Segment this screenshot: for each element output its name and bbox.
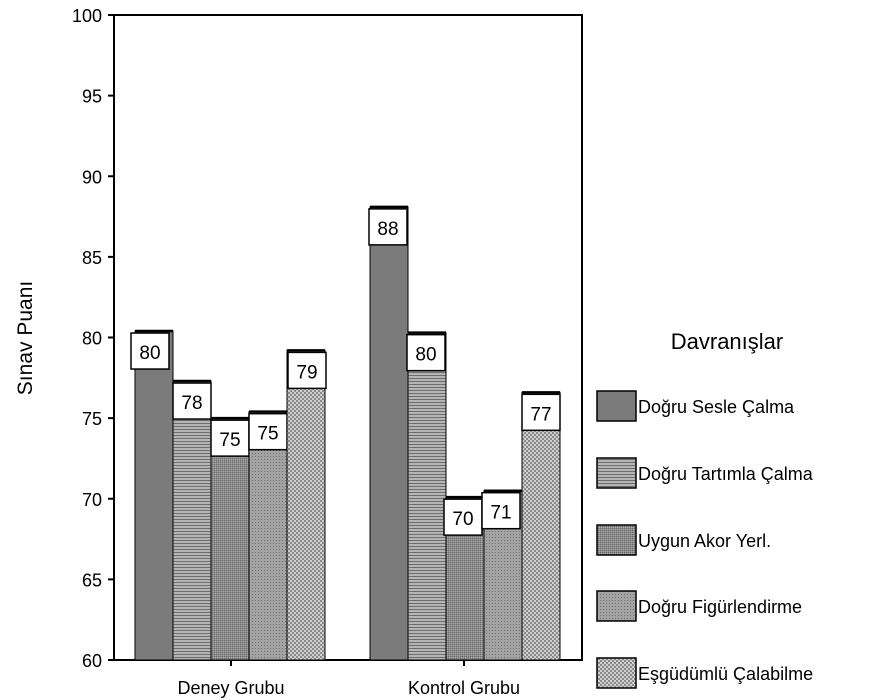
data-label-box	[287, 351, 327, 390]
data-label: 80	[139, 343, 160, 364]
data-label-box	[481, 491, 521, 530]
bar-2-0	[210, 417, 250, 661]
legend: Davranışlar Doğru Sesle Çalma Doğru Tartı…	[596, 329, 814, 689]
bar-0-1	[369, 206, 409, 661]
data-label: 71	[490, 503, 511, 524]
data-label: 75	[257, 424, 278, 445]
y-tick-label: 95	[82, 87, 102, 107]
bar-4-0	[286, 349, 326, 661]
data-label-box	[248, 412, 288, 451]
y-tick-label: 100	[72, 6, 102, 26]
legend-label: Uygun Akor Yerl.	[638, 531, 771, 551]
y-axis-label: Sınav Puanı	[14, 281, 37, 395]
legend-title: Davranışlar	[671, 329, 783, 354]
legend-swatch-0	[596, 390, 637, 422]
x-category-label: Kontrol Grubu	[408, 678, 520, 698]
legend-label: Doğru Figürlendirme	[638, 597, 802, 617]
y-tick-label: 90	[82, 167, 102, 187]
bar-0-0	[134, 330, 174, 661]
bar-3-0	[248, 411, 288, 661]
data-label: 75	[219, 430, 240, 451]
data-label-box	[368, 208, 408, 246]
data-label: 88	[377, 219, 398, 240]
legend-swatch-4	[596, 657, 637, 689]
y-tick-label: 70	[82, 490, 102, 510]
data-label: 79	[296, 362, 317, 383]
bar-1-1	[407, 332, 447, 661]
bar-4-1	[521, 391, 561, 661]
y-tick-label: 60	[82, 651, 102, 671]
y-tick-label: 75	[82, 409, 102, 429]
data-label-box	[406, 333, 446, 372]
legend-label: Doğru Tartımla Çalma	[638, 464, 814, 484]
data-label-box	[521, 393, 561, 432]
data-label-box	[130, 332, 170, 370]
legend-swatch-1	[596, 457, 637, 489]
data-label: 77	[530, 404, 551, 425]
x-category-label: Deney Grubu	[177, 678, 284, 698]
legend-label: Eşgüdümlü Çalabilme	[638, 664, 813, 684]
data-label: 70	[452, 509, 473, 530]
y-tick-label: 65	[82, 570, 102, 590]
data-label: 78	[181, 393, 202, 414]
bar-1-0	[172, 380, 212, 661]
data-label-box	[210, 419, 250, 457]
data-label-box	[172, 382, 212, 420]
y-tick-label: 80	[82, 329, 102, 349]
data-label: 80	[415, 345, 436, 366]
legend-swatch-2	[596, 524, 637, 556]
plot-area: 60 65 70 75 80 85 90 95 100 80 88 78 80 75 70 75 71 79 77 D…	[72, 6, 583, 698]
y-tick-label: 85	[82, 248, 102, 268]
legend-label: Doğru Sesle Çalma	[638, 397, 795, 417]
legend-swatch-3	[596, 590, 637, 622]
data-label-box	[443, 498, 483, 536]
